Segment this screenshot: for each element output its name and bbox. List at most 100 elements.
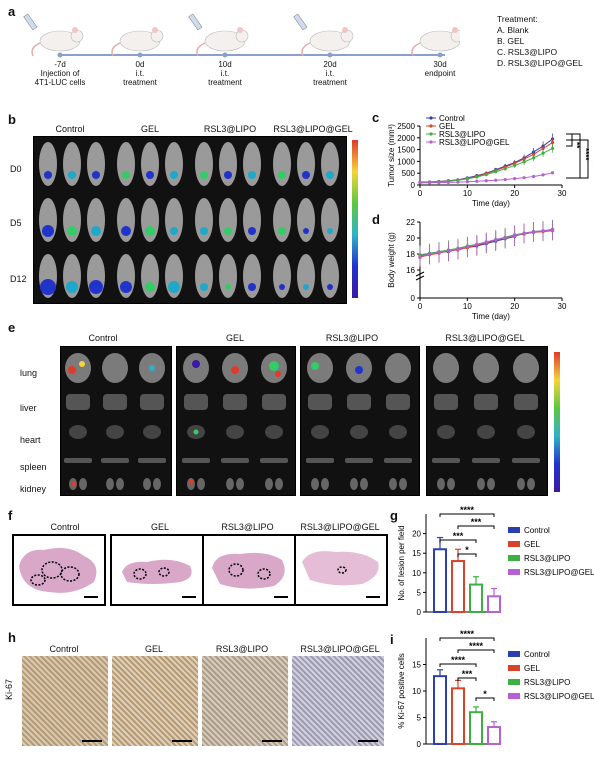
data-point xyxy=(456,247,460,251)
significance-mark: **** xyxy=(469,641,484,651)
bar xyxy=(469,583,483,613)
significance-mark: **** xyxy=(460,505,475,515)
significance-mark: *** xyxy=(462,669,473,679)
h-group-head-rsl3lipo: RSL3@LIPO xyxy=(215,644,269,654)
data-point xyxy=(541,173,545,177)
y-tick-label: 10 xyxy=(412,569,421,578)
f-group-head-gel: GEL xyxy=(150,522,169,532)
timeline-desc-2: i.t. treatment xyxy=(123,69,157,87)
bar xyxy=(433,675,447,745)
legend-label: GEL xyxy=(524,540,541,549)
x-tick-label: 0 xyxy=(418,189,423,198)
significance-bracket xyxy=(566,139,589,179)
data-point xyxy=(418,181,422,185)
significance-mark: **** xyxy=(451,655,466,665)
panel-label-d: d xyxy=(372,212,380,227)
y-tick-label: 15 xyxy=(412,549,421,558)
timeline-day-4: 20d xyxy=(323,60,337,69)
data-point xyxy=(484,240,488,244)
panel-label-a: a xyxy=(8,4,16,19)
data-point xyxy=(503,177,507,182)
data-point xyxy=(437,250,441,254)
timeline-day-1: -7d xyxy=(54,60,66,69)
legend-marker xyxy=(429,124,433,128)
panel-label-b: b xyxy=(8,112,16,127)
mouse-icon xyxy=(293,13,354,57)
heart-row xyxy=(69,425,535,439)
significance-bracket xyxy=(439,513,495,517)
treatment-item: B. GEL xyxy=(497,36,525,46)
y-tick-label: 1000 xyxy=(397,157,415,166)
f-group-head-control: Control xyxy=(50,522,80,532)
mouse-icon xyxy=(188,13,249,57)
legend-marker xyxy=(429,132,433,136)
scale-bar xyxy=(172,740,192,742)
data-point xyxy=(532,152,536,156)
panel-label-g: g xyxy=(390,508,398,523)
axis-break xyxy=(415,271,425,277)
significance-bracket xyxy=(457,677,477,681)
data-point xyxy=(550,171,555,175)
timeline-desc-3: i.t. treatment xyxy=(208,69,242,87)
data-point xyxy=(446,249,450,253)
e-group-head-gel: GEL xyxy=(225,333,244,343)
ihc-image-rsl3lipogel xyxy=(292,656,384,746)
kidney-row xyxy=(69,478,535,490)
y-tick-label: 18 xyxy=(406,250,415,259)
panel-label-e: e xyxy=(8,320,16,335)
legend-label: RSL3@LIPO xyxy=(524,554,570,563)
significance-mark: *** xyxy=(453,531,464,541)
data-point xyxy=(532,174,536,179)
ihc-image-gel xyxy=(112,656,198,746)
e-group-head-rsl3lipogel: RSL3@LIPO@GEL xyxy=(445,333,525,343)
scale-bar xyxy=(82,740,102,742)
data-point xyxy=(532,156,536,160)
y-tick-label: 20 xyxy=(412,530,421,539)
x-tick-label: 20 xyxy=(510,302,519,311)
legend-swatch xyxy=(508,555,520,561)
significance-bracket xyxy=(439,539,477,543)
y-tick-label: 2000 xyxy=(397,134,415,143)
e-group-head-rsl3lipo: RSL3@LIPO xyxy=(325,333,379,343)
data-point xyxy=(541,229,545,233)
timeline-dot xyxy=(222,52,228,58)
data-point xyxy=(475,175,479,179)
data-point xyxy=(465,177,469,181)
body-weight-chart: 0 10 20 30 0 16 18 20 22 Time (day) Body weight (g… xyxy=(387,218,567,321)
data-point xyxy=(484,179,488,183)
y-tick-label: 0 xyxy=(411,181,416,190)
scale-bar xyxy=(84,596,98,598)
data-point xyxy=(475,242,479,246)
y-axis-label: No. of lesion per field xyxy=(397,525,406,600)
significance-bracket xyxy=(439,637,495,641)
data-point xyxy=(437,181,441,185)
b-group-head-gel: GEL xyxy=(140,124,159,134)
f-group-head-rsl3lipogel: RSL3@LIPO@GEL xyxy=(300,522,380,532)
mouse-icon xyxy=(111,27,164,57)
ivis-colorbar-b xyxy=(352,140,358,298)
significance-bracket xyxy=(475,697,495,701)
x-tick-label: 30 xyxy=(558,189,567,198)
y-tick-label: 0 xyxy=(411,294,416,303)
organ-signals xyxy=(68,360,363,487)
bar xyxy=(451,687,465,745)
legend-label: Control xyxy=(439,114,465,123)
timeline-day-5: 30d xyxy=(433,60,447,69)
b-group-head-control: Control xyxy=(55,124,85,134)
y-tick-label: 10 xyxy=(412,687,421,696)
y-tick-label: 0 xyxy=(417,608,422,617)
panel-label-c: c xyxy=(372,110,380,125)
timeline-day-3: 10d xyxy=(218,60,232,69)
y-tick-label: 16 xyxy=(406,266,415,275)
e-row-heart: heart xyxy=(20,435,41,445)
legend-label: GEL xyxy=(524,664,541,673)
legend-marker xyxy=(429,140,433,144)
significance-bracket xyxy=(566,133,581,179)
data-point xyxy=(522,157,526,161)
b-row-d12: D12 xyxy=(10,274,27,284)
he-section-rsl3lipo xyxy=(202,534,296,606)
x-tick-label: 30 xyxy=(558,302,567,311)
b-group-head-rsl3lipogel: RSL3@LIPO@GEL xyxy=(273,124,353,134)
